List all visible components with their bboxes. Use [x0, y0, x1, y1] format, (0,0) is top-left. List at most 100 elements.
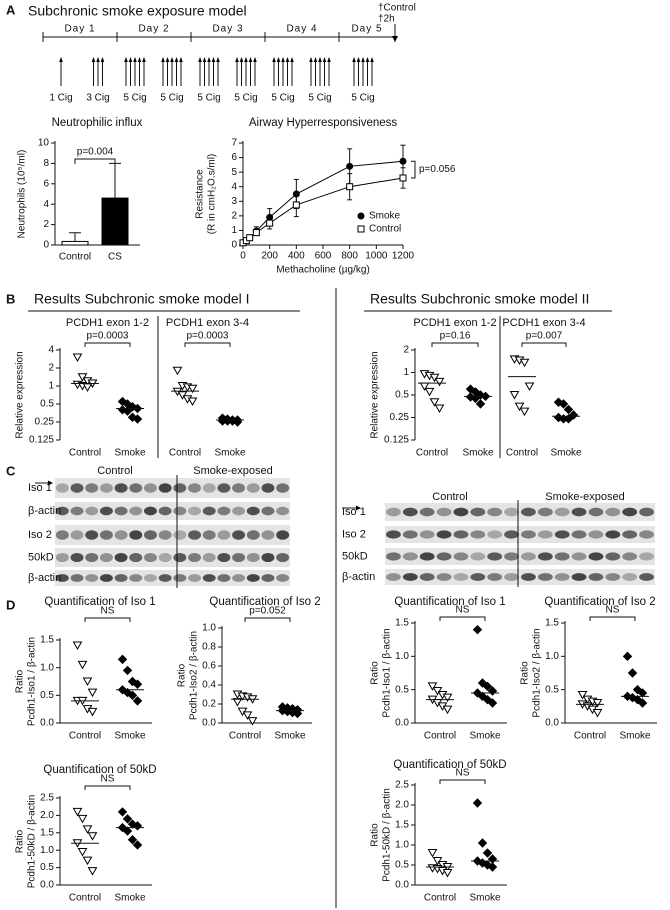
point — [77, 373, 88, 382]
point — [487, 698, 498, 708]
y-tick-label: 2 — [43, 219, 49, 230]
dose-label: 5 Cig — [308, 93, 331, 104]
blot-band — [158, 530, 172, 540]
point — [558, 399, 569, 409]
y-tick-label: 0.25 — [35, 417, 55, 428]
point — [122, 814, 133, 824]
point — [399, 174, 407, 182]
blot-strip — [385, 526, 655, 543]
arrow-head — [322, 57, 327, 62]
arrow-head — [198, 57, 202, 62]
arrow-head — [202, 57, 207, 62]
point — [627, 668, 638, 678]
blot-band — [158, 574, 172, 582]
blot-band — [554, 530, 570, 539]
point — [82, 856, 93, 866]
blot-group-label: Control — [432, 491, 467, 503]
blot-band — [158, 483, 172, 493]
blot-band — [55, 552, 69, 563]
point — [563, 404, 574, 415]
arrow-head — [137, 57, 142, 62]
arrow-head — [272, 57, 276, 62]
point — [563, 414, 574, 424]
point — [442, 693, 453, 703]
point — [132, 840, 143, 850]
arrow-head — [59, 57, 63, 62]
blot-band — [129, 506, 143, 516]
blot-band — [504, 573, 519, 581]
point — [442, 705, 453, 715]
y-tick-label: 0.0 — [202, 718, 216, 729]
y-tick-label: 2.0 — [395, 800, 409, 811]
blot-band — [55, 483, 69, 493]
blot-band — [85, 506, 99, 516]
y-axis-label: Resistance — [195, 169, 206, 219]
y-tick-label: 0.2 — [202, 699, 216, 710]
x-tick-label: Control — [424, 893, 456, 904]
bracket — [431, 342, 479, 347]
point — [427, 849, 438, 858]
x-tick-label: 600 — [315, 251, 332, 262]
blot-band — [144, 530, 157, 540]
y-tick-label: 0.25 — [390, 412, 410, 423]
blot-band — [639, 552, 654, 561]
point — [187, 384, 198, 394]
point — [637, 688, 648, 698]
blot-band — [453, 507, 469, 517]
arrow-head — [285, 57, 290, 62]
blot-band — [453, 552, 469, 561]
x-axis-label: Methacholine (µg/kg) — [276, 265, 370, 276]
y-tick-label: 8 — [43, 158, 49, 169]
x-tick-label: 200 — [261, 251, 278, 262]
blot-band — [470, 507, 486, 517]
point — [77, 660, 88, 670]
y-tick-label: 2.0 — [40, 810, 54, 821]
chart-title: Quantification of Iso 1 — [394, 596, 505, 608]
blot-band — [129, 483, 143, 493]
arrow-head — [352, 57, 356, 62]
point — [252, 229, 260, 237]
blot-strip — [385, 503, 655, 521]
bracket — [439, 616, 486, 621]
point — [87, 832, 98, 841]
blot-row-label: β-actin — [342, 571, 375, 583]
blot-band — [70, 552, 84, 563]
bracket-label: p=0.007 — [526, 331, 563, 342]
arrow-head — [211, 57, 216, 62]
point — [519, 358, 530, 368]
blot-strip — [385, 569, 655, 585]
point — [87, 688, 98, 698]
blot-band — [99, 506, 113, 516]
blot-band — [521, 573, 536, 581]
y-axis-label: Ratio — [370, 661, 381, 685]
blot-band — [232, 506, 246, 516]
bracket-label: NS — [606, 605, 620, 616]
blot-band — [158, 506, 172, 516]
annotation: p=0.056 — [419, 164, 456, 175]
blot-band — [129, 530, 143, 540]
blot-band — [554, 552, 570, 561]
chart-title: Quantification of 50kD — [43, 764, 156, 776]
arrow-head — [142, 57, 146, 62]
y-axis-label: Ratio — [177, 663, 188, 687]
blot-band — [99, 530, 113, 540]
day-label: Day 2 — [138, 24, 169, 35]
endpoint-label: †2h — [378, 14, 395, 25]
point — [424, 387, 435, 397]
arrow-head — [392, 36, 398, 42]
blot-band — [144, 574, 157, 582]
legend-label: Control — [369, 224, 401, 235]
blot-band — [202, 530, 216, 540]
point — [127, 690, 138, 701]
blot-band — [246, 530, 260, 540]
y-tick-label: 1.0 — [395, 840, 409, 851]
point — [472, 798, 483, 808]
dose-label: 5 Cig — [351, 93, 374, 104]
y-tick-label: 0.5 — [395, 684, 409, 695]
x-tick-label: Smoke — [114, 893, 146, 904]
x-tick-label: Control — [574, 731, 606, 742]
point — [292, 708, 303, 719]
blot-band — [639, 530, 654, 539]
arrow-head — [318, 57, 322, 62]
x-tick-label: 0 — [240, 251, 246, 262]
